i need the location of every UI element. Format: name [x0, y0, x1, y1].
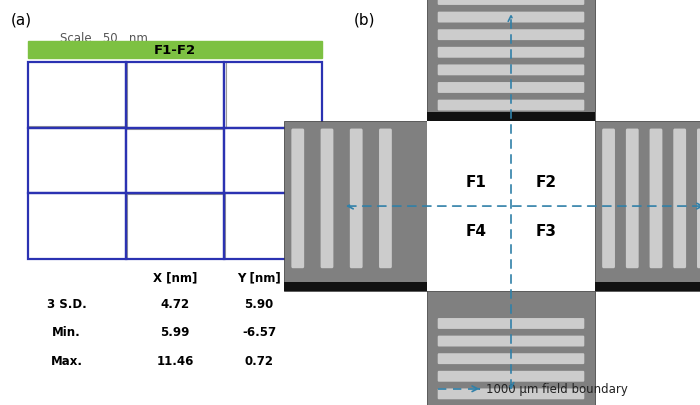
FancyBboxPatch shape — [438, 30, 584, 41]
FancyBboxPatch shape — [626, 129, 638, 269]
Bar — [427, 122, 595, 292]
Text: F1-F2: F1-F2 — [154, 44, 196, 57]
Text: F3: F3 — [536, 224, 556, 238]
Bar — [427, 113, 595, 121]
Bar — [284, 282, 427, 292]
FancyBboxPatch shape — [438, 48, 584, 59]
Bar — [224, 128, 322, 194]
Bar — [224, 63, 322, 128]
Bar — [284, 122, 427, 292]
Text: 1000 μm field boundary: 1000 μm field boundary — [486, 382, 629, 395]
FancyBboxPatch shape — [321, 129, 333, 269]
Bar — [126, 128, 224, 194]
Bar — [126, 63, 224, 128]
FancyBboxPatch shape — [438, 318, 584, 329]
Text: 11.46: 11.46 — [156, 354, 194, 367]
Bar — [427, 292, 595, 405]
Text: 5.90: 5.90 — [244, 297, 274, 310]
Bar — [427, 0, 595, 122]
Text: 0.72: 0.72 — [244, 354, 274, 367]
Text: F4: F4 — [466, 224, 486, 238]
Text: 5.99: 5.99 — [160, 326, 190, 339]
FancyBboxPatch shape — [438, 388, 584, 399]
Bar — [595, 282, 700, 292]
Text: (a): (a) — [10, 12, 32, 27]
Bar — [28, 128, 126, 194]
Text: (b): (b) — [354, 12, 375, 27]
Text: Scale   50   nm: Scale 50 nm — [60, 32, 148, 45]
FancyBboxPatch shape — [438, 100, 584, 111]
Bar — [28, 194, 126, 259]
FancyBboxPatch shape — [602, 129, 615, 269]
Text: -6.57: -6.57 — [242, 326, 276, 339]
FancyBboxPatch shape — [673, 129, 686, 269]
FancyBboxPatch shape — [438, 13, 584, 23]
FancyBboxPatch shape — [350, 129, 363, 269]
Text: Min.: Min. — [52, 326, 81, 339]
Bar — [28, 63, 126, 128]
Bar — [28, 42, 322, 59]
FancyBboxPatch shape — [438, 371, 584, 382]
Text: 4.72: 4.72 — [160, 297, 190, 310]
Text: X [nm]: X [nm] — [153, 271, 197, 284]
Text: 3 S.D.: 3 S.D. — [47, 297, 86, 310]
Bar — [126, 194, 224, 259]
Text: Max.: Max. — [50, 354, 83, 367]
Text: F1: F1 — [466, 175, 486, 190]
FancyBboxPatch shape — [697, 129, 700, 269]
Text: Y [nm]: Y [nm] — [237, 271, 281, 284]
FancyBboxPatch shape — [438, 336, 584, 347]
FancyBboxPatch shape — [438, 353, 584, 364]
Bar — [224, 194, 322, 259]
Bar — [595, 122, 700, 292]
FancyBboxPatch shape — [291, 129, 304, 269]
FancyBboxPatch shape — [438, 83, 584, 94]
Text: F2: F2 — [536, 175, 556, 190]
FancyBboxPatch shape — [650, 129, 662, 269]
FancyBboxPatch shape — [438, 0, 584, 6]
FancyBboxPatch shape — [379, 129, 392, 269]
FancyBboxPatch shape — [438, 65, 584, 76]
